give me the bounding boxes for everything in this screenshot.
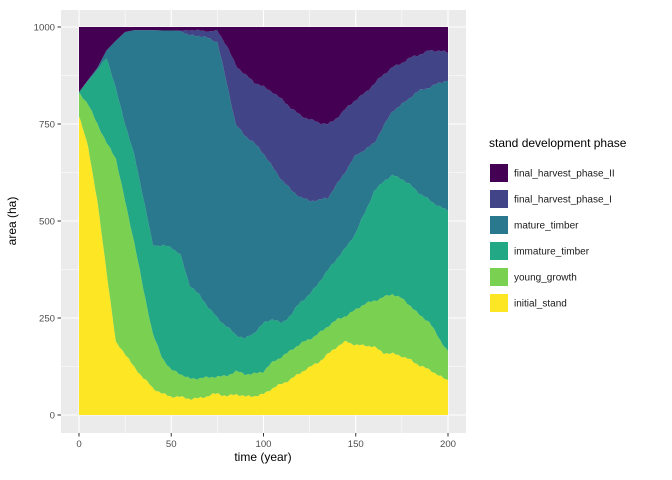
legend-item: final_harvest_phase_I [490, 190, 612, 208]
y-tick-label: 750 [39, 119, 55, 130]
y-tick-label: 1000 [34, 22, 55, 33]
axis-tick-marks [57, 26, 449, 437]
area-young_growth [79, 92, 448, 400]
legend-label: young_growth [514, 272, 577, 283]
legend-item: young_growth [490, 268, 577, 286]
x-axis-title: time (year) [234, 450, 291, 464]
area-final_harvest_phase_I [79, 29, 448, 202]
area-initial_stand [79, 116, 448, 416]
y-axis-title: area (ha) [5, 197, 19, 246]
legend-title: stand development phase [489, 136, 627, 150]
legend-key-initial_stand [490, 294, 508, 312]
legend-items: final_harvest_phase_II final_harvest_phas… [490, 164, 615, 312]
x-tick-label: 150 [348, 439, 364, 450]
x-tick-label: 0 [76, 439, 81, 450]
legend-label: initial_stand [514, 298, 567, 309]
legend-key-mature_timber [490, 216, 508, 234]
legend-label: final_harvest_phase_I [514, 194, 612, 205]
area-final_harvest_phase_II [79, 27, 448, 125]
y-axis-tick-labels: 0 250 500 750 1000 [34, 22, 55, 421]
legend-item: immature_timber [490, 242, 590, 260]
legend-key-immature_timber [490, 242, 508, 260]
x-axis-tick-labels: 0 50 100 150 200 [76, 439, 456, 450]
legend: stand development phase final_harvest_ph… [489, 136, 627, 312]
x-tick-label: 100 [255, 439, 271, 450]
y-tick-label: 500 [39, 216, 55, 227]
stacked-areas [79, 27, 448, 416]
area-immature_timber [79, 58, 448, 380]
legend-key-final_harvest_phase_II [490, 164, 508, 182]
legend-item: final_harvest_phase_II [490, 164, 615, 182]
x-tick-label: 50 [166, 439, 177, 450]
legend-item: initial_stand [490, 294, 567, 312]
legend-label: final_harvest_phase_II [514, 168, 615, 179]
legend-label: immature_timber [514, 246, 590, 257]
legend-key-final_harvest_phase_I [490, 190, 508, 208]
area-mature_timber [79, 30, 448, 339]
legend-item: mature_timber [490, 216, 579, 234]
x-tick-label: 200 [440, 439, 456, 450]
y-tick-label: 0 [50, 410, 55, 421]
legend-label: mature_timber [514, 220, 579, 231]
legend-key-young_growth [490, 268, 508, 286]
y-tick-label: 250 [39, 313, 55, 324]
